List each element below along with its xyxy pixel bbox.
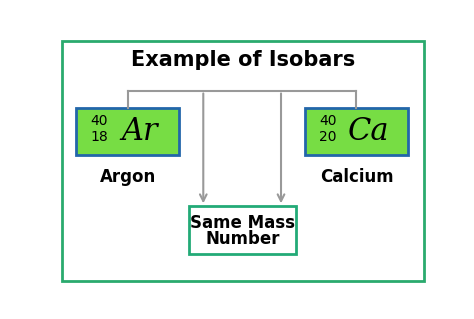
- Text: Example of Isobars: Example of Isobars: [131, 50, 355, 70]
- Bar: [190, 206, 296, 254]
- Text: 40: 40: [91, 115, 108, 129]
- Text: Same Mass: Same Mass: [191, 214, 295, 232]
- Text: 18: 18: [91, 130, 109, 144]
- Text: Calcium: Calcium: [319, 168, 393, 186]
- Text: Argon: Argon: [100, 168, 156, 186]
- Bar: [305, 108, 408, 155]
- Text: Ar: Ar: [121, 116, 158, 147]
- Text: Number: Number: [206, 230, 280, 248]
- Text: Ca: Ca: [348, 116, 389, 147]
- Bar: [76, 108, 179, 155]
- Text: 40: 40: [319, 115, 337, 129]
- Text: 20: 20: [319, 130, 337, 144]
